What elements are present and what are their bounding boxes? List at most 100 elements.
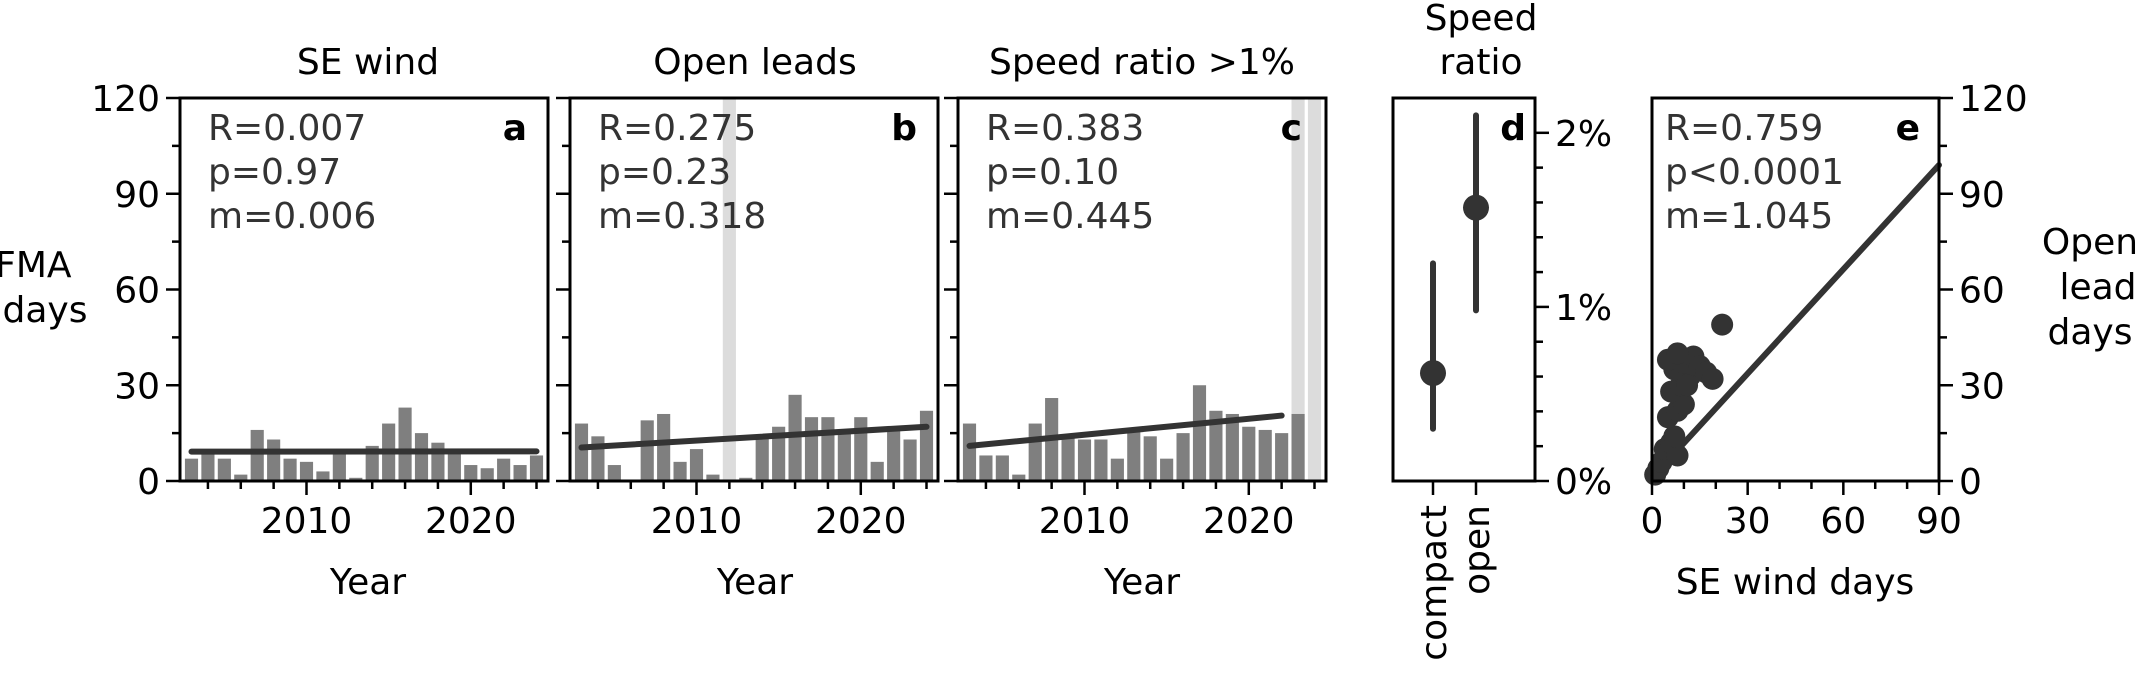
bar-2023 (513, 465, 527, 481)
bar-2008 (267, 439, 281, 481)
y-tick-label: 90 (114, 175, 160, 216)
bar-2020 (464, 465, 478, 481)
bar-2023 (903, 439, 917, 481)
panel-d-speed-ratio-categories: Speed ratio compact open 0% 1% 2% d (1391, 0, 1612, 661)
bar-2010 (299, 461, 314, 481)
bar-2004 (979, 455, 993, 481)
x-tick-label: 2010 (651, 501, 743, 542)
x-tick-label: 60 (1820, 501, 1866, 542)
bar-2003 (574, 423, 589, 481)
panel-d-axes: compact open 0% 1% 2% (1414, 114, 1612, 661)
panel-a-letter: a (503, 108, 527, 149)
panel-b-stat-m: m=0.318 (598, 196, 766, 237)
bar-2017 (1192, 385, 1207, 481)
panel-e-xlabel: SE wind days (1676, 562, 1915, 603)
y-tick-label: 0 (137, 462, 160, 503)
panel-c-title: Speed ratio >1% (989, 42, 1295, 83)
missing-year-shade-2012 (722, 98, 736, 481)
panel-d-frame (1391, 96, 1537, 483)
y-tick-label: 0% (1555, 462, 1612, 503)
bar-2006 (234, 474, 248, 481)
panel-e-letter: e (1896, 108, 1920, 149)
bar-2006 (1012, 474, 1026, 481)
bar-2004 (591, 436, 605, 481)
bar-2021 (1258, 429, 1272, 481)
ylabel-right-line2: lead (2059, 267, 2136, 308)
panel-c-plot-area (962, 98, 1322, 481)
bar-2017 (804, 417, 819, 481)
bar-2023 (1291, 413, 1305, 481)
bar-2020 (1242, 426, 1256, 481)
bar-2010 (689, 449, 704, 481)
panel-b-stat-r: R=0.275 (598, 108, 756, 149)
panel-b-xlabel: Year (716, 562, 793, 603)
y-tick-label: 30 (114, 366, 160, 407)
scatter-point (1701, 367, 1724, 390)
bar-2019 (837, 433, 851, 481)
fit-line (1649, 162, 1942, 481)
category-label-open: open (1457, 505, 1498, 595)
bar-2016 (1176, 433, 1190, 481)
bar-2022 (1275, 433, 1289, 481)
bar-2010 (1077, 439, 1092, 481)
y-tick-label: 120 (1959, 79, 2028, 120)
panel-a-stat-r: R=0.007 (208, 108, 366, 149)
y-tick-label: 60 (114, 271, 160, 312)
x-tick-label: 90 (1916, 501, 1962, 542)
panel-b-stat-p: p=0.23 (598, 152, 731, 193)
bar-2003 (184, 458, 199, 481)
scatter-point (1676, 374, 1699, 397)
bar-2022 (497, 458, 511, 481)
x-tick-label: 2020 (1203, 501, 1295, 542)
bar-2019 (447, 452, 461, 481)
bar-2013 (739, 477, 753, 481)
panel-b-letter: b (891, 108, 917, 149)
bar-2016 (398, 407, 412, 481)
bar-2014 (365, 445, 379, 481)
panel-e-stat-m: m=1.045 (1665, 196, 1833, 237)
bar-2009 (283, 458, 297, 481)
missing-year-shade-2024 (1307, 98, 1322, 481)
bar-2017 (414, 433, 429, 481)
y-tick-label: 120 (91, 79, 160, 120)
bar-2007 (1028, 423, 1042, 481)
panel-d-plot-area (1420, 112, 1489, 432)
bar-2009 (1061, 436, 1075, 481)
y-tick-label: 1% (1555, 288, 1612, 329)
panel-a-se-wind: SE wind 0 30 60 90 120 2010 2020 R=0.007 p=0.9… (91, 42, 550, 603)
bar-2024 (529, 455, 544, 481)
panel-e-stat-r: R=0.759 (1665, 108, 1823, 149)
y-tick-label: 30 (1959, 366, 2005, 407)
panel-a-stat-m: m=0.006 (208, 196, 376, 237)
panel-c-stat-r: R=0.383 (986, 108, 1144, 149)
bar-2007 (250, 429, 264, 481)
bar-2024 (919, 410, 934, 481)
scatter-point (1666, 342, 1689, 365)
ylabel-left-line2: days (3, 290, 88, 331)
bar-2022 (887, 429, 901, 481)
trend-line (966, 412, 1285, 449)
panel-b-axes: 2010 2020 (556, 96, 928, 542)
bar-2005 (607, 465, 621, 481)
panel-a-stat-p: p=0.97 (208, 152, 341, 193)
panel-a-xlabel: Year (329, 562, 406, 603)
bar-2012 (332, 452, 346, 481)
x-tick-label: 2020 (815, 501, 907, 542)
bar-2011 (1094, 439, 1108, 481)
bar-2018 (821, 417, 835, 481)
bar-2018 (1209, 410, 1223, 481)
panel-a-axes: 0 30 60 90 120 2010 2020 (91, 79, 538, 542)
x-tick-label: 2010 (261, 501, 353, 542)
panel-c-letter: c (1281, 108, 1302, 149)
ylabel-right-line3: days (2048, 312, 2133, 353)
missing-year-shade-2023 (1291, 98, 1305, 481)
bar-2014 (1143, 436, 1157, 481)
bar-2012 (1110, 458, 1124, 481)
panel-a-title: SE wind (297, 42, 439, 83)
panel-d-title-line1: Speed (1425, 0, 1538, 39)
bar-2014 (755, 436, 769, 481)
y-tick-label: 2% (1555, 114, 1612, 155)
x-tick-label: 30 (1725, 501, 1771, 542)
